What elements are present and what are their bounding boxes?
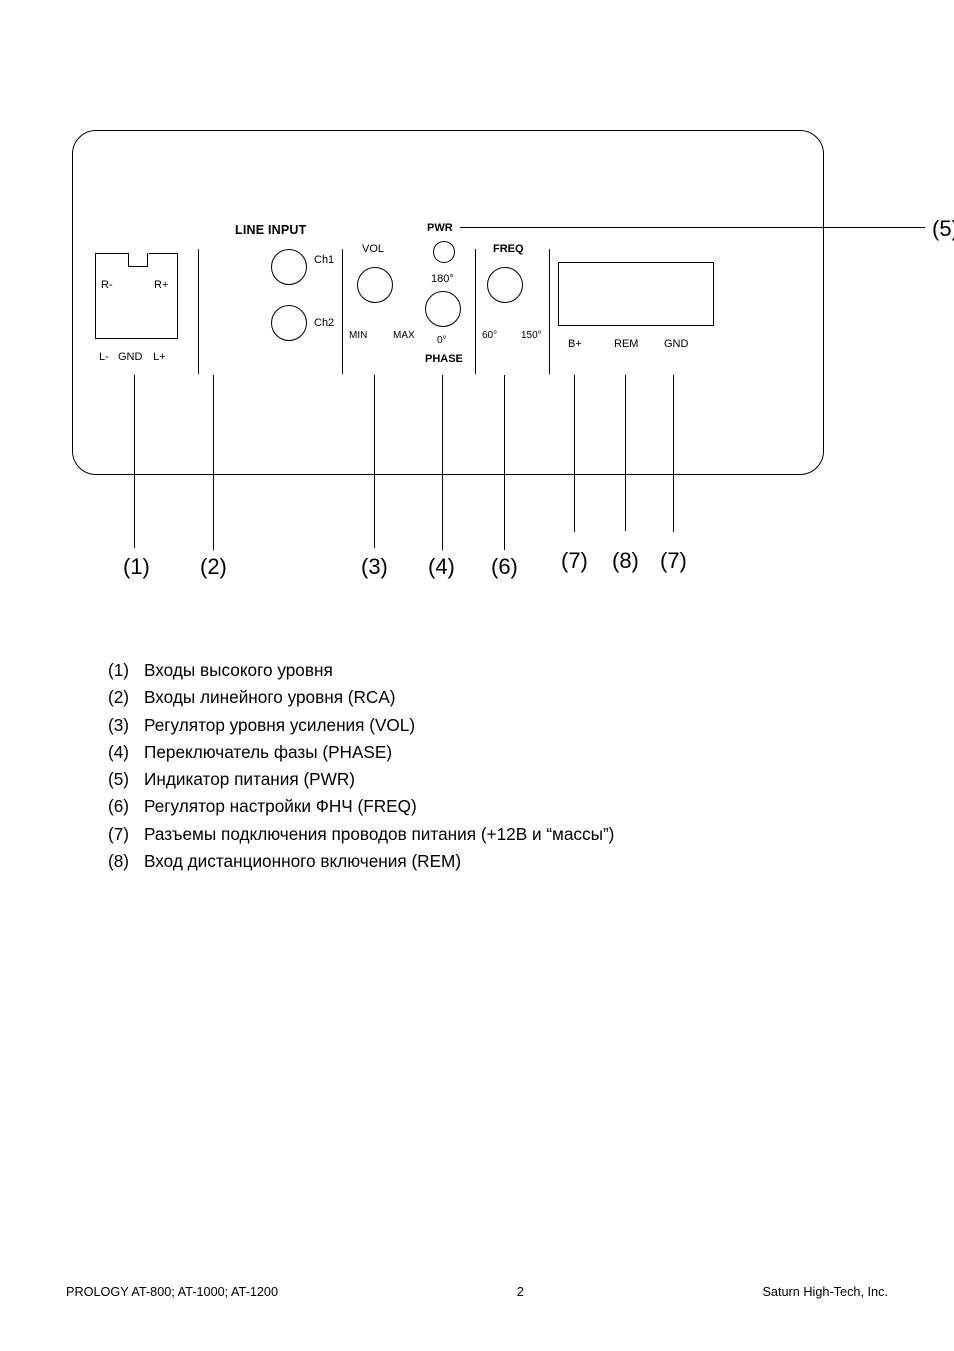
label-pwr: PWR [427, 222, 453, 234]
pwr-led [433, 241, 455, 263]
callout-line-5 [460, 227, 925, 228]
legend-text-2: Входы линейного уровня (RCA) [144, 684, 848, 711]
legend-item-8: (8) Вход дистанционного включения (REM) [108, 848, 848, 875]
legend-item-5: (5) Индикатор питания (PWR) [108, 766, 848, 793]
callout-num-8: (8) [612, 548, 639, 574]
callout-line-6 [504, 375, 505, 550]
label-line-input: LINE INPUT [235, 223, 306, 237]
legend-num-4: (4) [108, 739, 144, 766]
high-level-input-notch [128, 253, 148, 267]
legend-text-8: Вход дистанционного включения (REM) [144, 848, 848, 875]
callout-line-3 [374, 375, 375, 548]
legend-item-6: (6) Регулятор настройки ФНЧ (FREQ) [108, 793, 848, 820]
divider-4 [549, 249, 550, 374]
divider-3 [475, 249, 476, 374]
callout-num-2: (2) [200, 554, 227, 580]
legend-text-1: Входы высокого уровня [144, 657, 848, 684]
legend-text-4: Переключатель фазы (PHASE) [144, 739, 848, 766]
divider-2 [342, 249, 343, 374]
label-max: MAX [393, 330, 415, 341]
legend-text-3: Регулятор уровня усиления (VOL) [144, 712, 848, 739]
callout-line-7a [574, 375, 575, 532]
label-ch1: Ch1 [314, 254, 334, 266]
legend-item-7: (7) Разъемы подключения проводов питания… [108, 821, 848, 848]
callout-line-8 [625, 375, 626, 531]
callout-num-3: (3) [361, 554, 388, 580]
legend-item-2: (2) Входы линейного уровня (RCA) [108, 684, 848, 711]
label-180: 180° [431, 273, 454, 285]
label-min: MIN [349, 330, 367, 341]
legend-num-5: (5) [108, 766, 144, 793]
callout-num-5: (5) [932, 216, 954, 242]
footer-left: PROLOGY AT-800; AT-1000; AT-1200 [66, 1285, 278, 1299]
callout-line-4 [442, 375, 443, 550]
rca-ch2-jack [271, 305, 307, 341]
legend-num-3: (3) [108, 712, 144, 739]
legend-list: (1) Входы высокого уровня (2) Входы лине… [108, 657, 848, 875]
amp-panel-outline: LINE INPUT R- R+ L- GND L+ Ch1 Ch2 VOL M… [72, 130, 824, 475]
legend-text-5: Индикатор питания (PWR) [144, 766, 848, 793]
label-rem: REM [614, 338, 638, 350]
label-b-plus: B+ [568, 338, 582, 350]
label-r-plus: R+ [154, 279, 168, 291]
legend-num-6: (6) [108, 793, 144, 820]
label-freq: FREQ [493, 243, 524, 255]
vol-knob[interactable] [357, 267, 393, 303]
callout-num-1: (1) [123, 554, 150, 580]
label-r-minus: R- [101, 279, 113, 291]
label-150: 150° [521, 330, 542, 341]
page: LINE INPUT R- R+ L- GND L+ Ch1 Ch2 VOL M… [0, 0, 954, 1351]
legend-item-4: (4) Переключатель фазы (PHASE) [108, 739, 848, 766]
label-60: 60° [482, 330, 497, 341]
power-terminal-block [558, 262, 714, 326]
label-l-plus: L+ [153, 351, 166, 363]
legend-num-1: (1) [108, 657, 144, 684]
callout-num-6: (6) [491, 554, 518, 580]
label-gnd: GND [118, 351, 142, 363]
label-l-minus: L- [99, 351, 109, 363]
page-footer: PROLOGY AT-800; AT-1000; AT-1200 2 Satur… [66, 1285, 888, 1299]
rca-ch1-jack [271, 249, 307, 285]
legend-item-3: (3) Регулятор уровня усиления (VOL) [108, 712, 848, 739]
callout-num-7b: (7) [660, 548, 687, 574]
callout-line-1 [134, 375, 135, 548]
high-level-input-block-bottom [95, 338, 178, 339]
legend-item-1: (1) Входы высокого уровня [108, 657, 848, 684]
footer-right: Saturn High-Tech, Inc. [762, 1285, 888, 1299]
label-vol: VOL [362, 243, 384, 255]
legend-num-7: (7) [108, 821, 144, 848]
label-ch2: Ch2 [314, 317, 334, 329]
legend-num-2: (2) [108, 684, 144, 711]
callout-line-7b [673, 375, 674, 532]
label-gnd2: GND [664, 338, 688, 350]
freq-knob[interactable] [487, 267, 523, 303]
callout-line-2 [213, 375, 214, 550]
label-phase: PHASE [425, 353, 463, 365]
legend-text-6: Регулятор настройки ФНЧ (FREQ) [144, 793, 848, 820]
legend-num-8: (8) [108, 848, 144, 875]
callout-num-4: (4) [428, 554, 455, 580]
legend-text-7: Разъемы подключения проводов питания (+1… [144, 821, 848, 848]
divider-1 [198, 249, 199, 374]
footer-page-num: 2 [517, 1285, 524, 1299]
callout-num-7a: (7) [561, 548, 588, 574]
label-0deg: 0° [437, 335, 447, 346]
phase-knob[interactable] [425, 291, 461, 327]
